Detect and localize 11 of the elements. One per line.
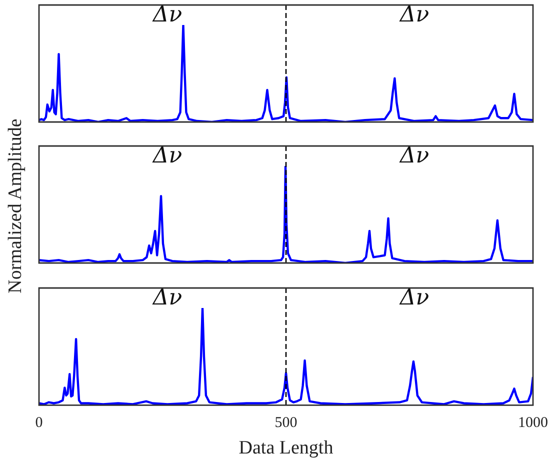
- x-tick-label: 0: [35, 415, 43, 432]
- x-tick-label: 1000: [518, 415, 548, 432]
- annotation: Δν: [152, 286, 182, 311]
- annotation: Δν: [152, 144, 182, 169]
- x-axis-title: Data Length: [238, 438, 334, 459]
- annotation: Δν: [398, 286, 430, 311]
- annotation: Δν: [152, 2, 182, 28]
- annotation: Δν: [398, 2, 430, 28]
- annotation: Δν: [398, 144, 430, 169]
- y-axis-title: Normalized Amplitude: [5, 118, 27, 294]
- x-tick-label: 500: [274, 415, 298, 432]
